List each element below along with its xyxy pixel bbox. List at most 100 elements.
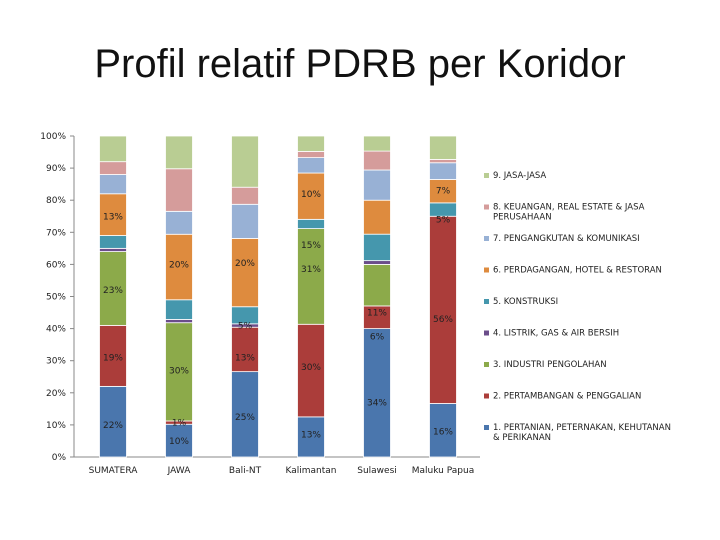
data-label: 31% <box>301 265 321 275</box>
chart-title: Profil relatif PDRB per Koridor <box>94 42 626 86</box>
bar-segment <box>165 168 193 212</box>
bar-segment <box>363 260 391 265</box>
bar-segment <box>429 403 457 458</box>
bar-segment <box>231 326 259 373</box>
bar-segment <box>165 233 193 301</box>
data-label: 30% <box>301 363 321 373</box>
bar-segment <box>165 210 193 235</box>
y-tick-label: 10% <box>46 421 66 431</box>
bar-segment <box>231 135 259 188</box>
bar-segment <box>99 235 127 249</box>
bar-segment <box>429 202 457 217</box>
bar-segment <box>99 247 127 252</box>
legend-swatch <box>484 425 489 430</box>
bar-segment <box>231 203 259 239</box>
bar-segment <box>99 385 127 458</box>
bar-segment <box>165 299 193 320</box>
legend-swatch <box>484 393 489 399</box>
data-label: 5% <box>436 215 451 225</box>
data-label: 34% <box>367 398 387 408</box>
legend-swatch <box>484 299 489 304</box>
y-tick-label: 70% <box>46 228 66 238</box>
y-tick-label: 20% <box>46 389 66 399</box>
data-label: 13% <box>103 212 123 222</box>
data-label: 23% <box>103 286 123 296</box>
bar-segment <box>99 324 127 387</box>
data-label: 15% <box>301 241 321 251</box>
data-label: 20% <box>169 260 189 270</box>
bar-segment <box>429 135 457 160</box>
bar-segment <box>231 186 259 205</box>
data-labels: 22% 19% 23% 13% 1% 10% 30% 20% 25% 13% 5% 20% 13% 30%… <box>103 187 453 447</box>
y-tick-label: 100% <box>40 132 66 142</box>
bar-segment <box>297 416 325 458</box>
bar-segment <box>297 172 325 220</box>
x-category-label: Sulawesi <box>357 466 397 476</box>
y-tick-label: 30% <box>46 357 66 367</box>
bar-segment <box>363 150 391 171</box>
bar-segment <box>297 228 325 325</box>
y-tick-label: 80% <box>46 196 66 206</box>
bar-segment <box>429 215 457 404</box>
data-label: 16% <box>433 427 453 437</box>
y-tick-label: 40% <box>46 325 66 335</box>
data-label: 22% <box>103 421 123 431</box>
data-label: 6% <box>370 333 385 343</box>
bar-segment <box>429 162 457 180</box>
legend-label: 6. PERDAGANGAN, HOTEL & RESTORAN <box>493 266 662 276</box>
data-label: 20% <box>235 259 255 269</box>
legend-label: 4. LISTRIK, GAS & AIR BERSIH <box>493 329 619 339</box>
legend-swatch <box>484 267 489 273</box>
data-label: 30% <box>169 366 189 376</box>
data-label: 1% <box>172 419 187 429</box>
legend-swatch <box>484 173 489 178</box>
bar-segment <box>165 423 193 458</box>
bar-segment <box>165 322 193 422</box>
x-category-label: JAWA <box>167 466 192 476</box>
bar-segment <box>231 238 259 308</box>
bar-segment <box>363 135 391 152</box>
bar-segment <box>429 159 457 164</box>
legend-label: 1. PERTANIAN, PETERNAKAN, KEHUTANAN & PER… <box>493 423 671 443</box>
bar-segment <box>297 218 325 229</box>
bar-segment <box>363 233 391 262</box>
bar-segment <box>165 319 193 324</box>
data-label: 19% <box>103 353 123 363</box>
bar-segment <box>297 151 325 159</box>
x-category-label: SUMATERA <box>89 466 139 476</box>
x-category-label: Bali-NT <box>229 466 262 476</box>
legend-swatch <box>484 330 489 336</box>
legend-label: 9. JASA-JASA <box>493 171 546 181</box>
data-label: 13% <box>301 431 321 441</box>
legend-label: 5. KONSTRUKSI <box>493 297 558 307</box>
bar-segment <box>363 169 391 201</box>
x-category-label: Kalimantan <box>286 466 337 476</box>
data-label: 25% <box>235 413 255 423</box>
y-tick-label: 50% <box>46 293 66 303</box>
data-label: 56% <box>433 315 453 325</box>
bar-segment <box>363 328 391 458</box>
legend-swatch <box>484 236 489 241</box>
axes: 0% 10% 20% 30% 40% 50% 60% 70% 80% 90% 100% SUMATER… <box>40 132 480 476</box>
bar-segment <box>363 199 391 235</box>
legend: 9. JASA-JASA 8. KEUANGAN, REAL ESTATE & J… <box>484 171 671 443</box>
legend-swatch <box>484 204 489 210</box>
x-category-label: Maluku Papua <box>412 466 474 476</box>
data-label: 5% <box>238 321 253 331</box>
legend-label: 8. KEUANGAN, REAL ESTATE & JASA PERUSAHAA… <box>493 203 645 223</box>
legend-label: 3. INDUSTRI PENGOLAHAN <box>493 360 607 370</box>
data-label: 7% <box>436 187 451 197</box>
bar-segment <box>99 193 127 236</box>
bars <box>99 135 457 458</box>
bar-segment <box>99 251 127 326</box>
bar-segment <box>165 135 193 170</box>
bar-segment <box>363 263 391 307</box>
y-tick-label: 60% <box>46 260 66 270</box>
data-label: 13% <box>235 353 255 363</box>
data-label: 10% <box>301 190 321 200</box>
y-tick-label: 0% <box>52 453 67 463</box>
bar-segment <box>297 323 325 418</box>
bar-segment <box>297 135 325 152</box>
